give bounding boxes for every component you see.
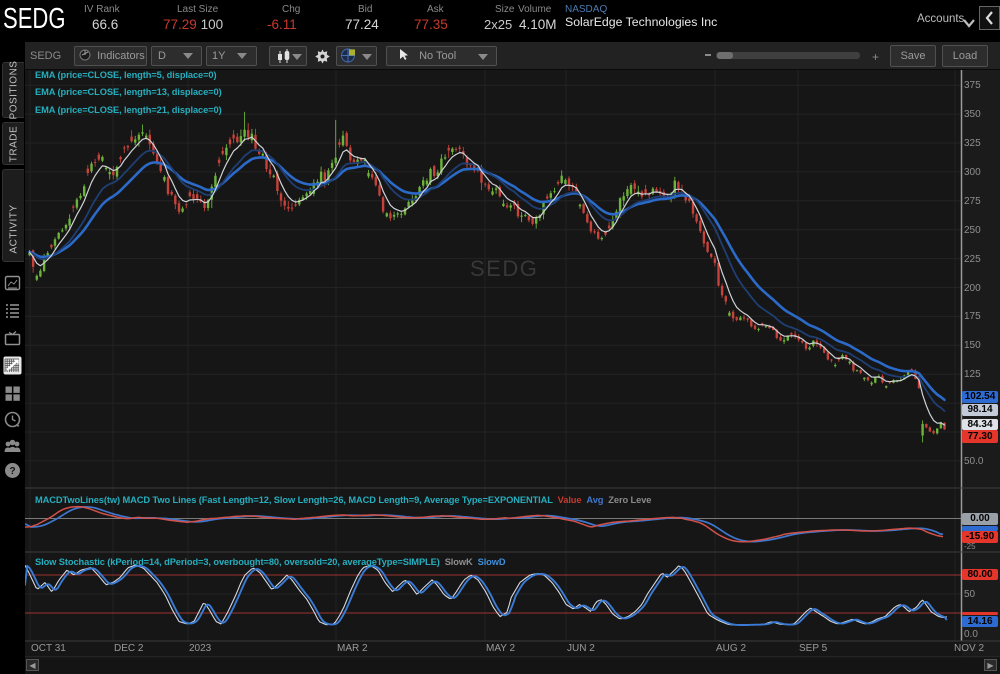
svg-text:?: ? (9, 466, 15, 477)
